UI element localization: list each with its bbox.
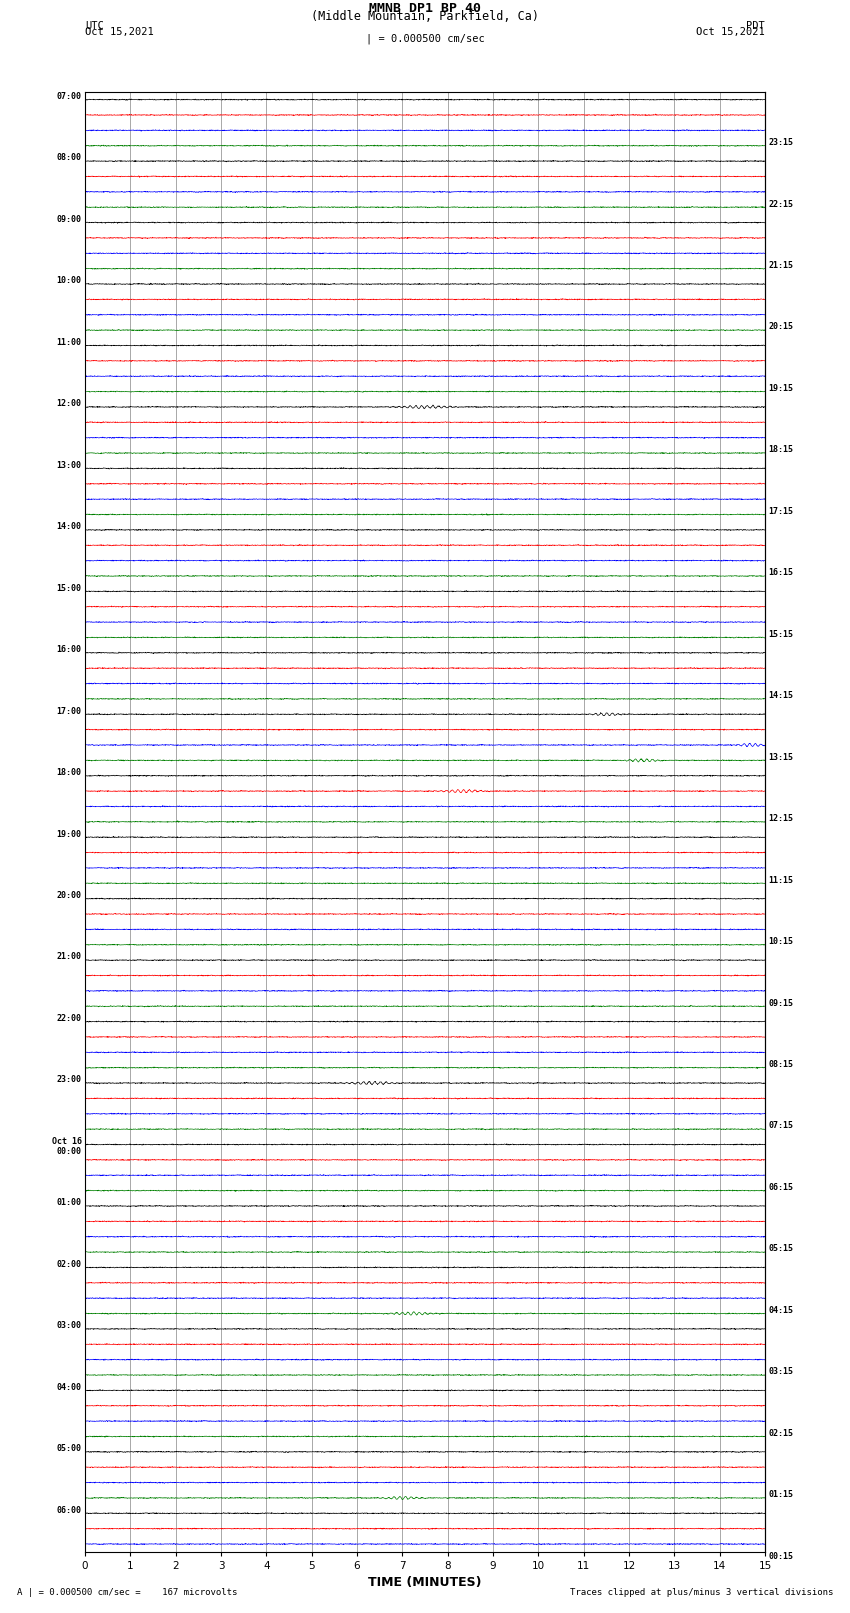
Text: 15:00: 15:00 [57,584,82,592]
Text: 11:15: 11:15 [768,876,793,884]
Text: | = 0.000500 cm/sec: | = 0.000500 cm/sec [366,32,484,44]
Text: UTC: UTC [85,21,104,31]
Text: 03:00: 03:00 [57,1321,82,1331]
Text: 12:15: 12:15 [768,815,793,823]
Text: 01:00: 01:00 [57,1198,82,1207]
Text: 09:00: 09:00 [57,215,82,224]
Text: 00:15: 00:15 [768,1552,793,1561]
Text: Oct 15,2021: Oct 15,2021 [696,27,765,37]
Text: 13:15: 13:15 [768,753,793,761]
Text: 04:00: 04:00 [57,1382,82,1392]
Text: 14:00: 14:00 [57,523,82,531]
Text: 04:15: 04:15 [768,1307,793,1315]
Text: 17:00: 17:00 [57,706,82,716]
Text: 17:15: 17:15 [768,506,793,516]
Text: 06:00: 06:00 [57,1505,82,1515]
Text: 21:15: 21:15 [768,261,793,269]
Text: Oct 16
00:00: Oct 16 00:00 [52,1137,82,1157]
Text: 15:15: 15:15 [768,629,793,639]
Text: 16:15: 16:15 [768,568,793,577]
Text: 20:00: 20:00 [57,890,82,900]
Text: 20:15: 20:15 [768,323,793,331]
Text: 08:00: 08:00 [57,153,82,163]
Text: PDT: PDT [746,21,765,31]
Text: 22:15: 22:15 [768,200,793,208]
Text: 18:15: 18:15 [768,445,793,455]
Text: 18:00: 18:00 [57,768,82,777]
Text: 19:15: 19:15 [768,384,793,394]
Text: 05:00: 05:00 [57,1444,82,1453]
Text: MMNB DP1 BP 40: MMNB DP1 BP 40 [369,3,481,16]
Text: 07:00: 07:00 [57,92,82,102]
Text: 21:00: 21:00 [57,952,82,961]
Text: 23:15: 23:15 [768,139,793,147]
Text: 07:15: 07:15 [768,1121,793,1131]
Text: 06:15: 06:15 [768,1182,793,1192]
Text: 05:15: 05:15 [768,1244,793,1253]
Text: 23:00: 23:00 [57,1076,82,1084]
Text: 10:15: 10:15 [768,937,793,947]
Text: 02:15: 02:15 [768,1429,793,1437]
Text: 22:00: 22:00 [57,1015,82,1023]
Text: 12:00: 12:00 [57,400,82,408]
Text: 03:15: 03:15 [768,1368,793,1376]
Text: 09:15: 09:15 [768,998,793,1008]
Text: 08:15: 08:15 [768,1060,793,1069]
Text: 02:00: 02:00 [57,1260,82,1269]
Text: 14:15: 14:15 [768,692,793,700]
Text: 11:00: 11:00 [57,337,82,347]
Text: 10:00: 10:00 [57,276,82,286]
Text: A | = 0.000500 cm/sec =    167 microvolts: A | = 0.000500 cm/sec = 167 microvolts [17,1587,237,1597]
Text: 19:00: 19:00 [57,829,82,839]
Text: 01:15: 01:15 [768,1490,793,1498]
Text: 13:00: 13:00 [57,461,82,469]
Text: Oct 15,2021: Oct 15,2021 [85,27,154,37]
Text: 16:00: 16:00 [57,645,82,655]
X-axis label: TIME (MINUTES): TIME (MINUTES) [368,1576,482,1589]
Text: Traces clipped at plus/minus 3 vertical divisions: Traces clipped at plus/minus 3 vertical … [570,1587,833,1597]
Text: (Middle Mountain, Parkfield, Ca): (Middle Mountain, Parkfield, Ca) [311,11,539,24]
